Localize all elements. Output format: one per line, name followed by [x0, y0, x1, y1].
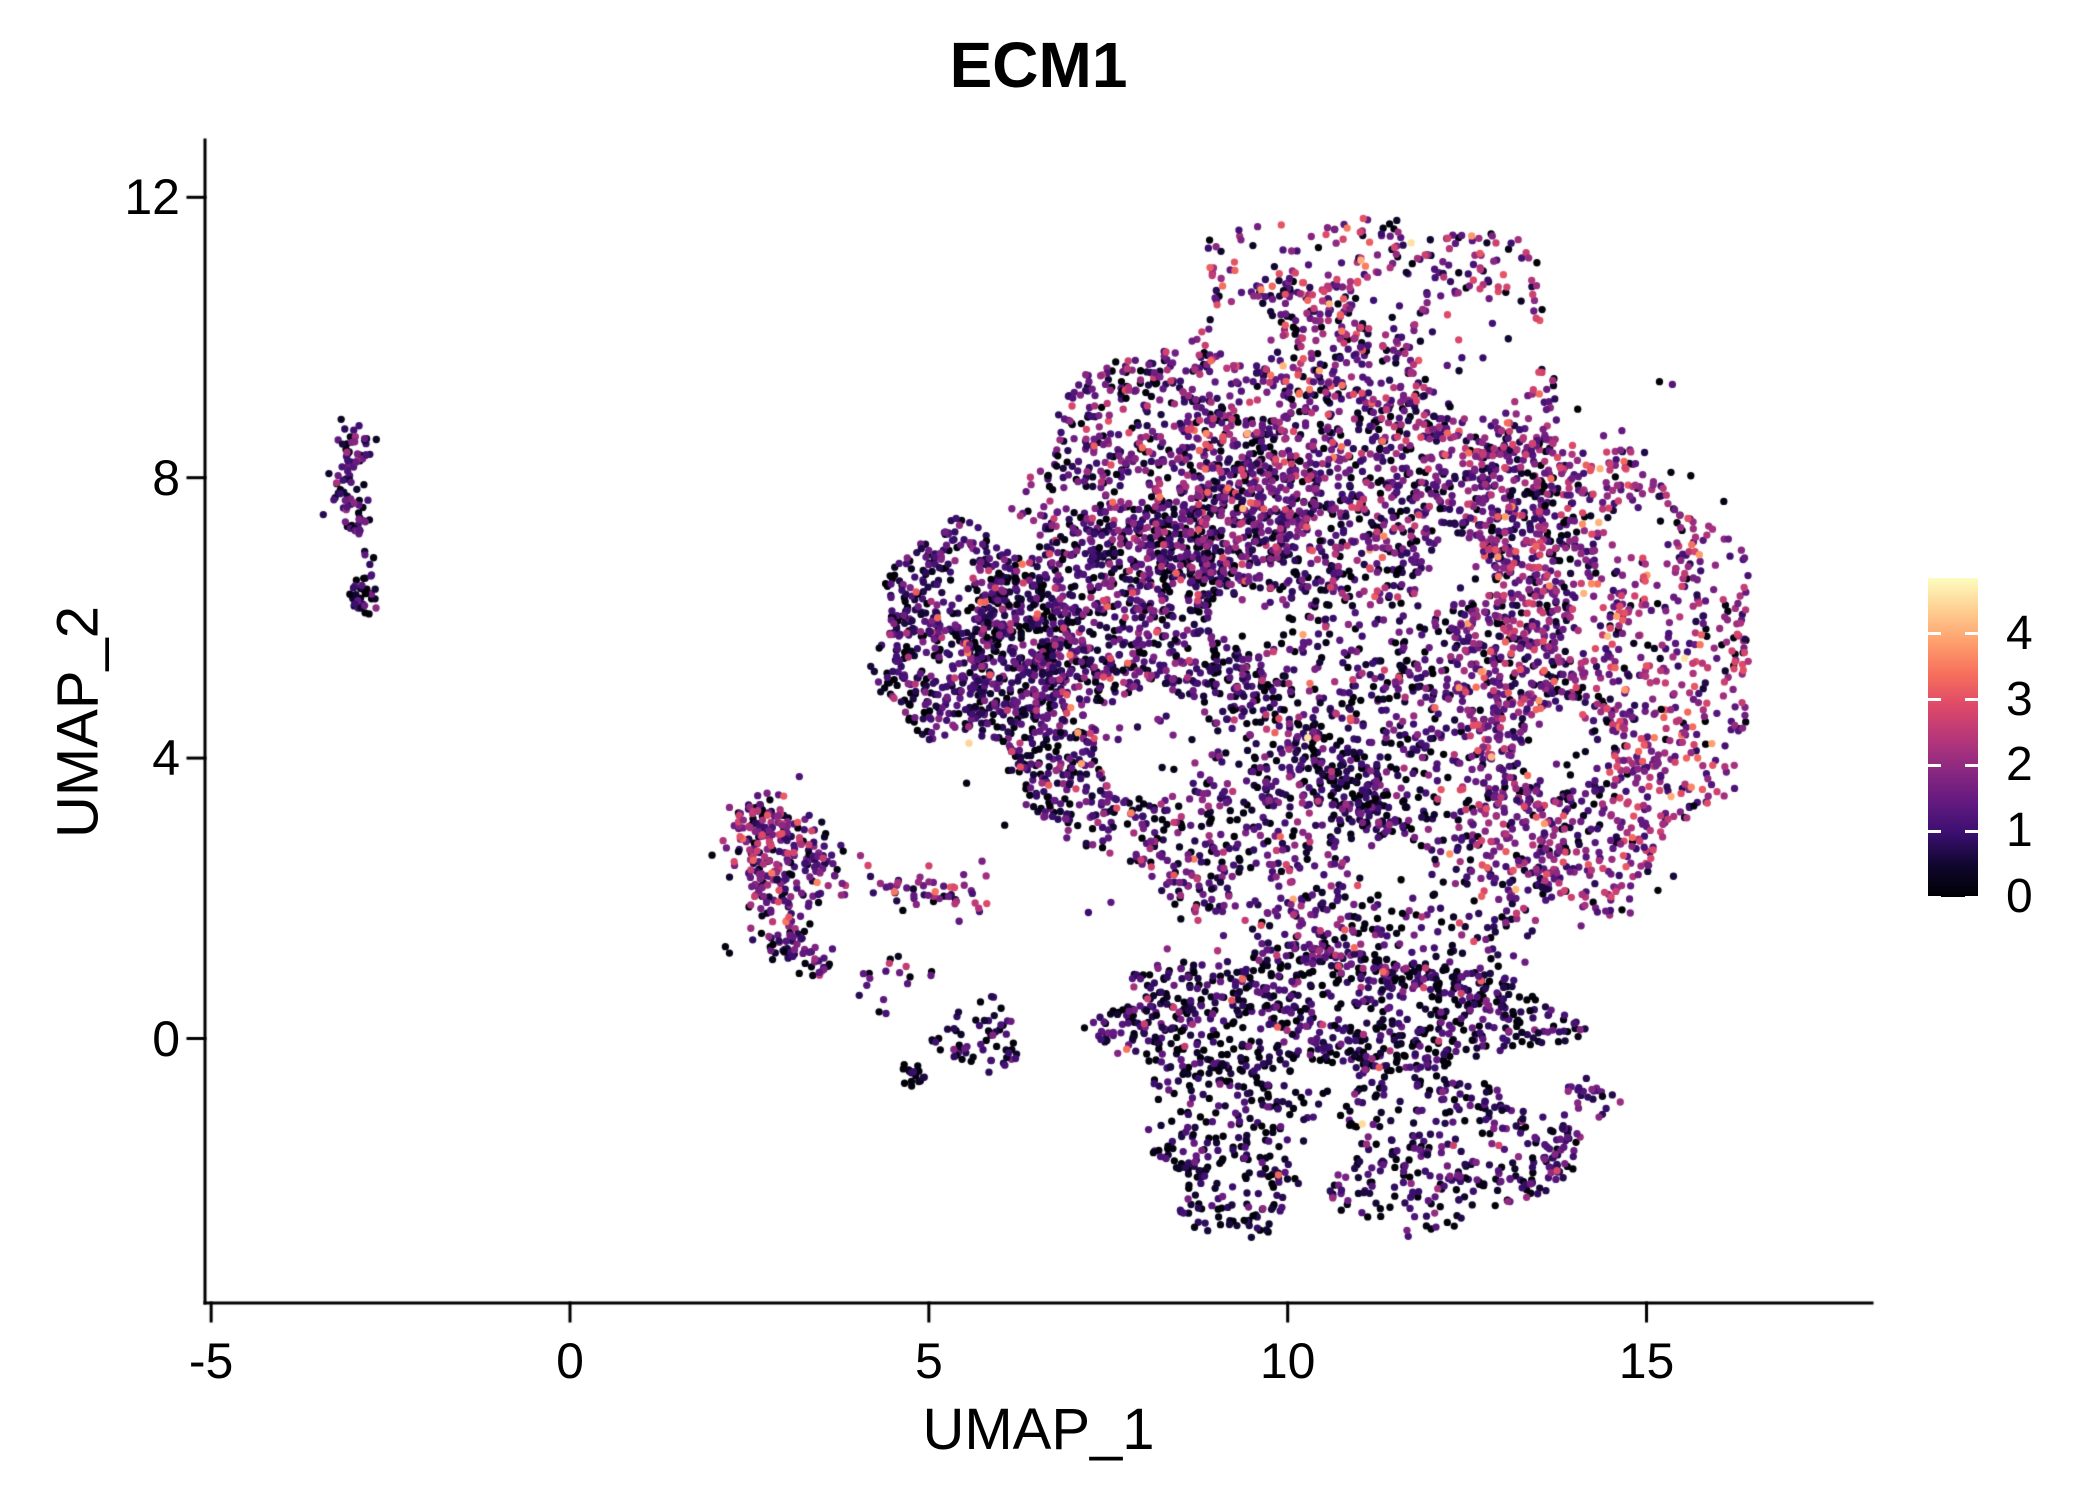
y-axis-label: UMAP_2	[45, 605, 111, 839]
x-tick-label: 15	[1618, 1333, 1675, 1389]
colorbar-tick-mark	[1965, 829, 1978, 833]
colorbar-gradient	[1928, 578, 1978, 897]
colorbar-tick-label: 2	[2006, 738, 2033, 792]
colorbar-tick-mark	[1965, 632, 1978, 636]
colorbar-tick-mark	[1928, 698, 1941, 702]
colorbar-tick-mark	[1965, 895, 1978, 899]
colorbar-tick-mark	[1928, 632, 1941, 636]
colorbar-tick-mark	[1928, 829, 1941, 833]
colorbar-tick-label: 0	[2006, 870, 2033, 923]
colorbar-tick-label: 3	[2006, 672, 2033, 726]
x-tick-label: -5	[188, 1333, 234, 1389]
y-tick-label: 8	[152, 449, 180, 506]
x-tick-label: 0	[556, 1333, 584, 1389]
y-tick-label: 0	[152, 1010, 180, 1067]
colorbar-tick-mark	[1928, 763, 1941, 767]
x-tick-label: 10	[1259, 1333, 1316, 1389]
colorbar-tick-mark	[1965, 698, 1978, 702]
colorbar-tick-label: 4	[2006, 606, 2033, 660]
colorbar-tick-mark	[1928, 895, 1941, 899]
x-tick-label: 5	[914, 1333, 943, 1389]
plot-title: ECM1	[949, 29, 1128, 101]
y-tick-label: 4	[152, 730, 180, 787]
colorbar-tick-label: 1	[2006, 804, 2033, 858]
colorbar-tick-mark	[1965, 763, 1978, 767]
y-tick-label: 12	[124, 169, 180, 226]
x-axis-label: UMAP_1	[922, 1397, 1155, 1462]
